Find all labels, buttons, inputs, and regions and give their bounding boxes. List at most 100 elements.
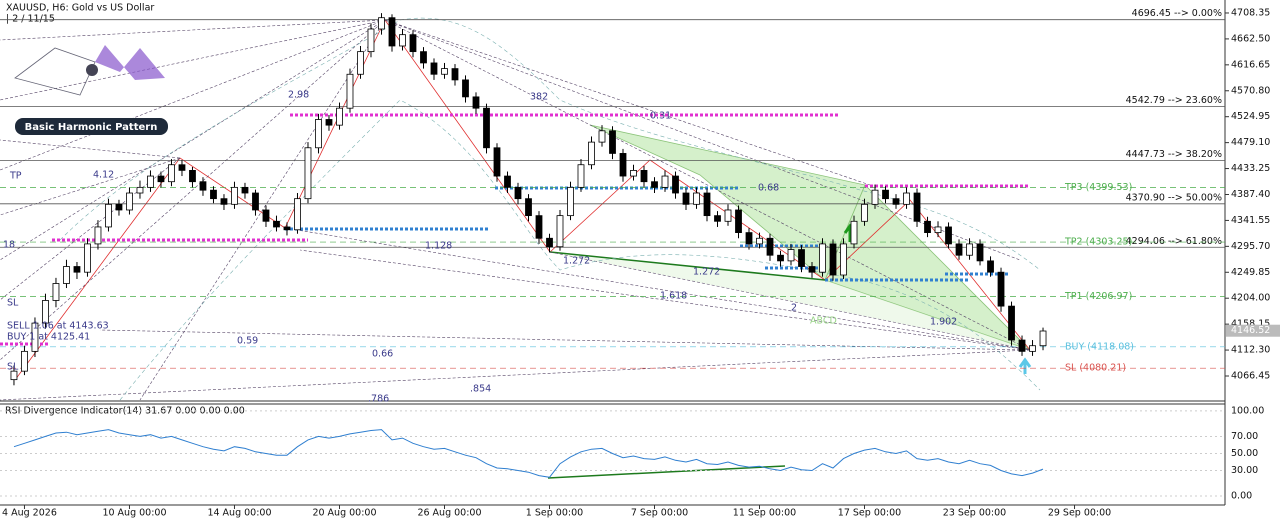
candle-body bbox=[94, 226, 102, 245]
y-tick-label: 100.00 bbox=[1231, 405, 1264, 416]
y-tick-label: 4524.95 bbox=[1231, 111, 1270, 122]
candle-body bbox=[304, 147, 312, 200]
candle-body bbox=[1039, 330, 1047, 347]
candle-body bbox=[178, 164, 186, 171]
logo-shape bbox=[95, 45, 165, 80]
x-tick-label: 1 Sep 00:00 bbox=[526, 508, 583, 519]
candle-body bbox=[346, 73, 354, 109]
band-lines bbox=[59, 17, 1041, 401]
logo-badge bbox=[15, 118, 168, 135]
candle-body bbox=[703, 192, 711, 217]
annotation: 382 bbox=[530, 92, 548, 103]
y-tick-label: 4479.10 bbox=[1231, 137, 1270, 148]
y-tick-label: 70.00 bbox=[1231, 431, 1258, 442]
candle-body bbox=[409, 34, 417, 53]
candle-body bbox=[21, 350, 28, 372]
candle-body bbox=[682, 192, 690, 205]
annotation: .854 bbox=[470, 384, 491, 395]
x-tick-label: 4 Aug 2026 bbox=[2, 508, 57, 519]
candle-body bbox=[535, 215, 543, 239]
candle-body bbox=[451, 68, 459, 81]
annotation: 18 bbox=[3, 240, 15, 251]
annotation: 1.618 bbox=[660, 291, 687, 302]
fan-lines bbox=[0, 19, 1031, 401]
candle-body bbox=[924, 220, 931, 234]
annotation: BUY 1 at 4125.41 bbox=[7, 332, 90, 343]
trade-label: TP1 (4206.97) bbox=[1064, 291, 1132, 302]
annotation: SELL 1.06 at 4143.63 bbox=[7, 321, 109, 332]
candle-body bbox=[52, 283, 60, 301]
candle-body bbox=[850, 220, 858, 245]
candle-body bbox=[945, 226, 952, 245]
y-tick-label: 30.00 bbox=[1231, 465, 1258, 476]
candle-body bbox=[147, 175, 154, 188]
candle-body bbox=[798, 249, 805, 267]
logo-shape bbox=[86, 64, 98, 76]
x-tick-label: 17 Sep 00:00 bbox=[838, 508, 901, 519]
candle-body bbox=[189, 169, 196, 183]
trade-label: SL (4080.21) bbox=[1065, 363, 1126, 374]
candle-body bbox=[567, 186, 574, 217]
annotation: SL bbox=[7, 298, 19, 309]
candle-body bbox=[241, 186, 249, 194]
candle-body bbox=[73, 266, 81, 273]
candle-body bbox=[63, 266, 70, 284]
candle-body bbox=[777, 254, 784, 262]
candle-body bbox=[609, 130, 616, 154]
y-tick-label: 50.00 bbox=[1231, 448, 1258, 459]
candle-body bbox=[672, 175, 679, 194]
y-tick-label: 4570.80 bbox=[1231, 85, 1270, 96]
annotation: 2.98 bbox=[288, 90, 309, 101]
y-tick-label: 4387.40 bbox=[1231, 189, 1270, 200]
candle-body bbox=[493, 147, 501, 177]
x-tick-label: 23 Sep 00:00 bbox=[943, 508, 1006, 519]
candle-body bbox=[157, 175, 165, 183]
candle-body bbox=[42, 300, 49, 324]
candle-body bbox=[619, 153, 627, 177]
candle-body bbox=[882, 189, 889, 200]
candle-body bbox=[84, 243, 91, 273]
fib-label: 4447.73 --> 38.20% bbox=[1126, 149, 1222, 160]
candle-body bbox=[577, 164, 585, 188]
candle-body bbox=[472, 96, 480, 109]
candle-body bbox=[378, 17, 385, 30]
candle-body bbox=[430, 62, 438, 75]
candle-body bbox=[976, 243, 984, 262]
candle-body bbox=[829, 243, 837, 276]
candle-body bbox=[787, 249, 795, 262]
candle-body bbox=[336, 107, 343, 126]
annotation: 0.66 bbox=[372, 349, 393, 360]
fib-label: 4294.06 --> 61.80% bbox=[1126, 236, 1222, 247]
candle-body bbox=[903, 192, 910, 205]
candle-body bbox=[115, 203, 123, 211]
y-tick-label: 0.00 bbox=[1231, 491, 1252, 502]
chart-title: XAUUSD, H6: Gold vs US Dollar bbox=[6, 3, 154, 14]
y-tick-label: 4204.00 bbox=[1231, 293, 1270, 304]
candle-body bbox=[441, 68, 448, 75]
candle-body bbox=[252, 192, 259, 211]
annotation: TP bbox=[9, 171, 22, 182]
annotation: .786 bbox=[368, 394, 389, 405]
candle-body bbox=[1029, 345, 1036, 352]
candle-body bbox=[556, 215, 564, 248]
candle-body bbox=[220, 198, 228, 205]
candle-body bbox=[1008, 305, 1015, 341]
annotation: SL bbox=[7, 362, 19, 373]
candle-body bbox=[966, 243, 973, 256]
candle-body bbox=[273, 220, 280, 228]
candle-body bbox=[325, 119, 333, 126]
candle-body bbox=[598, 130, 606, 143]
candle-body bbox=[294, 198, 301, 231]
rsi-divergence bbox=[547, 465, 786, 479]
candle-body bbox=[714, 215, 721, 222]
candle-body bbox=[892, 198, 900, 205]
pattern-leg bbox=[549, 251, 826, 281]
rsi-line bbox=[13, 429, 1044, 478]
candle-body bbox=[693, 192, 700, 205]
candle-body bbox=[955, 243, 963, 256]
annotation: 2 bbox=[791, 303, 797, 314]
y-tick-label: 4158.15 bbox=[1231, 319, 1270, 330]
candle-body bbox=[546, 237, 553, 248]
x-tick-label: 26 Aug 00:00 bbox=[417, 508, 481, 519]
